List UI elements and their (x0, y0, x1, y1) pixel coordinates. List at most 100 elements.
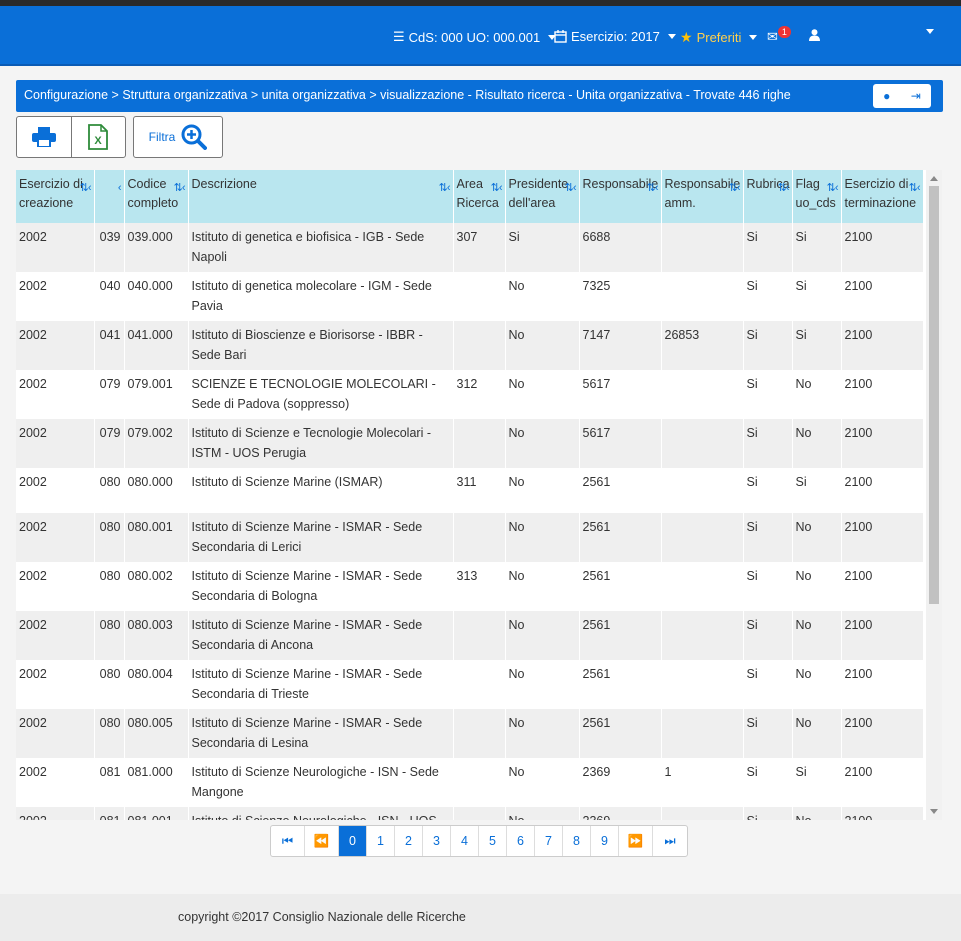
vertical-scrollbar[interactable] (926, 170, 942, 820)
column-header-label: Area Ricerca (456, 177, 499, 210)
table-cell: Si (743, 611, 793, 660)
table-cell: Si (743, 562, 793, 611)
table-row[interactable]: 2002 080 080.003 Istituto di Scienze Marine… (16, 611, 924, 660)
table-row[interactable]: 2002 081 081.000 Istituto di Scienze Neurol… (16, 758, 924, 807)
page-button[interactable]: 6 (507, 826, 535, 856)
table-cell: Istituto di Scienze e Tecnologie Molecol… (188, 419, 454, 468)
table-cell: 6688 (579, 223, 662, 272)
sort-icon[interactable]: ⇅‹ (490, 182, 503, 194)
column-header[interactable]: Presidente dell'area ⇅‹ (505, 170, 580, 223)
table-row[interactable]: 2002 079 079.002 Istituto di Scienze e Tecn… (16, 419, 924, 468)
table-cell: Istituto di Scienze Neurologiche - ISN -… (188, 758, 454, 807)
table-cell: 2100 (841, 611, 924, 660)
column-header[interactable]: Responsabile ⇅‹ (579, 170, 662, 223)
page-button[interactable]: 5 (479, 826, 507, 856)
sort-icon[interactable]: ⇅‹ (646, 182, 659, 194)
user-button[interactable] (809, 29, 820, 41)
sort-icon[interactable]: ⇅‹ (826, 182, 839, 194)
column-header[interactable]: Codice completo ⇅‹ (124, 170, 189, 223)
esercizio-dropdown[interactable]: Esercizio: 2017 (554, 29, 676, 44)
table-cell: No (505, 513, 580, 562)
column-header[interactable]: Flag uo_cds ⇅‹ (792, 170, 842, 223)
table-cell: Si (743, 468, 793, 513)
page-button[interactable]: 4 (451, 826, 479, 856)
table-row[interactable]: 2002 039 039.000 Istituto di genetica e bio… (16, 223, 924, 272)
sort-icon[interactable]: ⇅‹ (564, 182, 577, 194)
table-cell: 7325 (579, 272, 662, 321)
table-cell: No (792, 660, 842, 709)
chevron-down-icon (926, 29, 934, 34)
table-cell: No (505, 419, 580, 468)
column-header[interactable]: ‹ (94, 170, 125, 223)
menu-toggle[interactable] (922, 29, 934, 34)
scroll-up-icon[interactable] (930, 176, 938, 181)
table-row[interactable]: 2002 040 040.000 Istituto di genetica molec… (16, 272, 924, 321)
sort-icon[interactable]: ⇅‹ (438, 182, 451, 194)
table-cell (453, 513, 506, 562)
sort-icon[interactable]: ⇅‹ (173, 182, 186, 194)
chevron-down-icon (548, 34, 557, 40)
sort-icon[interactable]: ⇅‹ (728, 182, 741, 194)
page-button[interactable]: 7 (535, 826, 563, 856)
table-cell: No (505, 370, 580, 419)
table-cell: 2100 (841, 660, 924, 709)
first-page-icon[interactable]: ⏮ (271, 826, 305, 856)
table-row[interactable]: 2002 041 041.000 Istituto di Bioscienze e B… (16, 321, 924, 370)
results-table: Esercizio di creazione ⇅‹ ‹ Codice completo… (16, 170, 924, 820)
scroll-down-icon[interactable] (930, 809, 938, 814)
column-header[interactable]: Responsabile amm. ⇅‹ (661, 170, 744, 223)
table-cell: 312 (453, 370, 506, 419)
page-button[interactable]: 3 (423, 826, 451, 856)
info-icon[interactable]: ● (883, 89, 891, 103)
print-button[interactable] (17, 117, 71, 157)
table-cell: 2100 (841, 758, 924, 807)
table-cell: 039.000 (124, 223, 189, 272)
table-cell: Istituto di Bioscienze e Biorisorse - IB… (188, 321, 454, 370)
table-cell: Istituto di Scienze Neurologiche - ISN -… (188, 807, 454, 820)
table-row[interactable]: 2002 080 080.004 Istituto di Scienze Marine… (16, 660, 924, 709)
excel-export-button[interactable]: X (70, 117, 126, 157)
page-button[interactable]: 1 (367, 826, 395, 856)
page-button[interactable]: 2 (395, 826, 423, 856)
column-header[interactable]: Rubrica ⇅‹ (743, 170, 793, 223)
last-page-icon[interactable]: ⏭ (664, 833, 676, 848)
table-cell: 2561 (579, 468, 662, 513)
preferiti-dropdown[interactable]: ★ Preferiti (680, 29, 758, 46)
table-cell: Istituto di genetica e biofisica - IGB -… (188, 223, 454, 272)
sort-icon[interactable]: ⇅‹ (908, 182, 921, 194)
page-button[interactable]: 0 (339, 826, 367, 856)
table-row[interactable]: 2002 080 080.001 Istituto di Scienze Marine… (16, 513, 924, 562)
table-cell: 2002 (16, 513, 95, 562)
table-cell: Istituto di genetica molecolare - IGM - … (188, 272, 454, 321)
mail-button[interactable]: ✉ 1 (767, 26, 795, 45)
exit-icon[interactable]: ⇥ (910, 89, 921, 103)
sort-icon[interactable]: ⇅‹ (777, 182, 790, 194)
table-row[interactable]: 2002 079 079.001 SCIENZE E TECNOLOGIE MOLEC… (16, 370, 924, 419)
column-header[interactable]: Descrizione ⇅‹ (188, 170, 454, 223)
column-header[interactable]: Esercizio di creazione ⇅‹ (16, 170, 95, 223)
table-cell: No (505, 660, 580, 709)
sort-icon[interactable]: ⇅‹ (79, 182, 92, 194)
table-cell: SCIENZE E TECNOLOGIE MOLECOLARI - Sede d… (188, 370, 454, 419)
scroll-thumb[interactable] (929, 186, 939, 604)
page-button[interactable]: 8 (563, 826, 591, 856)
printer-icon (31, 127, 56, 147)
page-button[interactable]: 9 (591, 826, 619, 856)
sort-icon[interactable]: ‹ (117, 182, 122, 194)
table-cell: 311 (453, 468, 506, 513)
filter-button[interactable]: Filtra (133, 116, 223, 158)
column-header[interactable]: Area Ricerca ⇅‹ (453, 170, 506, 223)
column-header-label: Codice completo (127, 177, 179, 210)
table-cell: 2002 (16, 660, 95, 709)
cds-dropdown[interactable]: ☰ CdS: 000 UO: 000.001 (393, 29, 557, 45)
table-cell: 079.002 (124, 419, 189, 468)
previous-page-icon[interactable]: ⏪ (305, 826, 339, 856)
column-header[interactable]: Esercizio di terminazione ⇅‹ (841, 170, 924, 223)
top-navbar: ☰ CdS: 000 UO: 000.001 Esercizio: 2017 ★… (0, 0, 961, 66)
table-row[interactable]: 2002 080 080.005 Istituto di Scienze Marine… (16, 709, 924, 758)
table-row[interactable]: 2002 080 080.002 Istituto di Scienze Marine… (16, 562, 924, 611)
table-cell: 081.000 (124, 758, 189, 807)
table-row[interactable]: 2002 080 080.000 Istituto di Scienze Marine… (16, 468, 924, 513)
next-page-icon[interactable]: ⏩ (619, 826, 653, 856)
